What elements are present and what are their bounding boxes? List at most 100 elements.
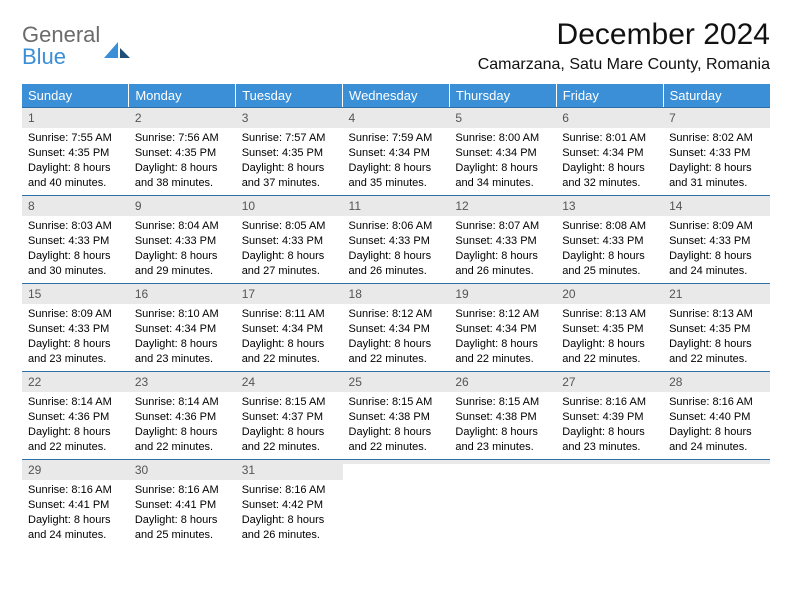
day-number: 27 [556, 371, 663, 392]
day-info-line: Daylight: 8 hours [669, 161, 764, 176]
day-info-line: and 35 minutes. [349, 176, 444, 191]
day-info-line: Sunrise: 8:02 AM [669, 131, 764, 146]
day-info-line: Daylight: 8 hours [242, 337, 337, 352]
weekday-header: Thursday [449, 84, 556, 107]
day-info-line: Sunrise: 8:07 AM [455, 219, 550, 234]
day-number: 13 [556, 195, 663, 216]
calendar-day-cell: 26Sunrise: 8:15 AMSunset: 4:38 PMDayligh… [449, 371, 556, 459]
day-info-line: and 34 minutes. [455, 176, 550, 191]
day-number [556, 459, 663, 464]
day-info-line: Daylight: 8 hours [242, 425, 337, 440]
month-title: December 2024 [478, 18, 770, 52]
day-number: 10 [236, 195, 343, 216]
day-info-line: Sunrise: 8:14 AM [135, 395, 230, 410]
day-info-line: Sunrise: 8:16 AM [242, 483, 337, 498]
day-info-line: Sunrise: 8:11 AM [242, 307, 337, 322]
day-number: 6 [556, 107, 663, 128]
weekday-header: Sunday [22, 84, 129, 107]
day-info-line: Sunrise: 8:04 AM [135, 219, 230, 234]
day-number: 30 [129, 459, 236, 480]
day-info-line: Sunrise: 8:01 AM [562, 131, 657, 146]
day-info-line: and 22 minutes. [242, 440, 337, 455]
day-info-line: Sunset: 4:35 PM [562, 322, 657, 337]
day-number [663, 459, 770, 464]
day-info-line: Sunrise: 8:12 AM [349, 307, 444, 322]
day-info-line: and 40 minutes. [28, 176, 123, 191]
day-info-line: Sunset: 4:38 PM [455, 410, 550, 425]
calendar-day-cell: 22Sunrise: 8:14 AMSunset: 4:36 PMDayligh… [22, 371, 129, 459]
day-number: 1 [22, 107, 129, 128]
day-info-line: and 27 minutes. [242, 264, 337, 279]
calendar-day-cell: 16Sunrise: 8:10 AMSunset: 4:34 PMDayligh… [129, 283, 236, 371]
weekday-header: Saturday [663, 84, 770, 107]
day-info-line: Sunset: 4:38 PM [349, 410, 444, 425]
day-info-line: Sunset: 4:33 PM [669, 234, 764, 249]
weekday-header: Wednesday [343, 84, 450, 107]
day-number: 25 [343, 371, 450, 392]
day-info-line: Daylight: 8 hours [349, 337, 444, 352]
day-number: 8 [22, 195, 129, 216]
day-info-line: Daylight: 8 hours [669, 425, 764, 440]
day-number: 20 [556, 283, 663, 304]
day-info-line: Sunset: 4:35 PM [242, 146, 337, 161]
calendar-day-cell: 6 Sunrise: 8:01 AMSunset: 4:34 PMDaylight… [556, 107, 663, 195]
day-info-line: Daylight: 8 hours [455, 161, 550, 176]
day-info-line: and 22 minutes. [349, 352, 444, 367]
day-info-line: Daylight: 8 hours [669, 337, 764, 352]
day-info-line: Sunrise: 8:12 AM [455, 307, 550, 322]
day-info-line: Sunrise: 8:14 AM [28, 395, 123, 410]
day-info-line: Sunrise: 8:15 AM [455, 395, 550, 410]
day-number: 3 [236, 107, 343, 128]
calendar-day-cell: 27Sunrise: 8:16 AMSunset: 4:39 PMDayligh… [556, 371, 663, 459]
day-info-line: Daylight: 8 hours [242, 161, 337, 176]
day-info-line: Sunset: 4:36 PM [28, 410, 123, 425]
day-info-line: Sunrise: 8:16 AM [28, 483, 123, 498]
day-info-line: Sunrise: 8:09 AM [669, 219, 764, 234]
logo-text-blue: Blue [22, 44, 66, 69]
day-info-line: Daylight: 8 hours [562, 249, 657, 264]
title-block: December 2024 Camarzana, Satu Mare Count… [478, 18, 770, 74]
day-info-line: and 26 minutes. [455, 264, 550, 279]
day-info-line: Sunset: 4:35 PM [669, 322, 764, 337]
day-info-line: Sunrise: 8:08 AM [562, 219, 657, 234]
day-info-line: Sunset: 4:33 PM [455, 234, 550, 249]
calendar-day-cell: 31Sunrise: 8:16 AMSunset: 4:42 PMDayligh… [236, 459, 343, 547]
calendar-day-cell: 2Sunrise: 7:56 AMSunset: 4:35 PMDaylight… [129, 107, 236, 195]
day-info-line: Sunrise: 8:10 AM [135, 307, 230, 322]
day-info-line: Daylight: 8 hours [455, 425, 550, 440]
day-number: 28 [663, 371, 770, 392]
day-info-line: Sunset: 4:33 PM [135, 234, 230, 249]
calendar-day-cell: 30Sunrise: 8:16 AMSunset: 4:41 PMDayligh… [129, 459, 236, 547]
day-info-line: and 24 minutes. [669, 440, 764, 455]
calendar-week-row: 15Sunrise: 8:09 AMSunset: 4:33 PMDayligh… [22, 283, 770, 371]
day-info-line: Sunrise: 7:57 AM [242, 131, 337, 146]
day-info-line: Daylight: 8 hours [28, 513, 123, 528]
day-info-line: Daylight: 8 hours [349, 249, 444, 264]
day-info-line: and 22 minutes. [562, 352, 657, 367]
day-info-line: Sunrise: 7:56 AM [135, 131, 230, 146]
day-info-line: Sunset: 4:34 PM [455, 146, 550, 161]
calendar-day-cell: 10Sunrise: 8:05 AMSunset: 4:33 PMDayligh… [236, 195, 343, 283]
logo: General Blue [22, 18, 130, 68]
day-info-line: Sunset: 4:34 PM [562, 146, 657, 161]
day-number: 5 [449, 107, 556, 128]
day-info-line: Sunrise: 8:13 AM [562, 307, 657, 322]
day-number: 16 [129, 283, 236, 304]
day-info-line: Daylight: 8 hours [562, 161, 657, 176]
day-info-line: and 22 minutes. [242, 352, 337, 367]
calendar-day-cell: 28Sunrise: 8:16 AMSunset: 4:40 PMDayligh… [663, 371, 770, 459]
day-info-line: Sunrise: 8:15 AM [242, 395, 337, 410]
day-number: 31 [236, 459, 343, 480]
day-info-line: and 23 minutes. [562, 440, 657, 455]
calendar-day-cell: 13Sunrise: 8:08 AMSunset: 4:33 PMDayligh… [556, 195, 663, 283]
calendar-day-cell: 24Sunrise: 8:15 AMSunset: 4:37 PMDayligh… [236, 371, 343, 459]
day-info-line: Daylight: 8 hours [349, 425, 444, 440]
day-info-line: Sunset: 4:41 PM [28, 498, 123, 513]
calendar-day-cell: 17Sunrise: 8:11 AMSunset: 4:34 PMDayligh… [236, 283, 343, 371]
day-info-line: Sunset: 4:35 PM [135, 146, 230, 161]
day-info-line: Daylight: 8 hours [28, 425, 123, 440]
weekday-header: Friday [556, 84, 663, 107]
day-number: 17 [236, 283, 343, 304]
location: Camarzana, Satu Mare County, Romania [478, 56, 770, 74]
day-info-line: Sunrise: 8:16 AM [135, 483, 230, 498]
